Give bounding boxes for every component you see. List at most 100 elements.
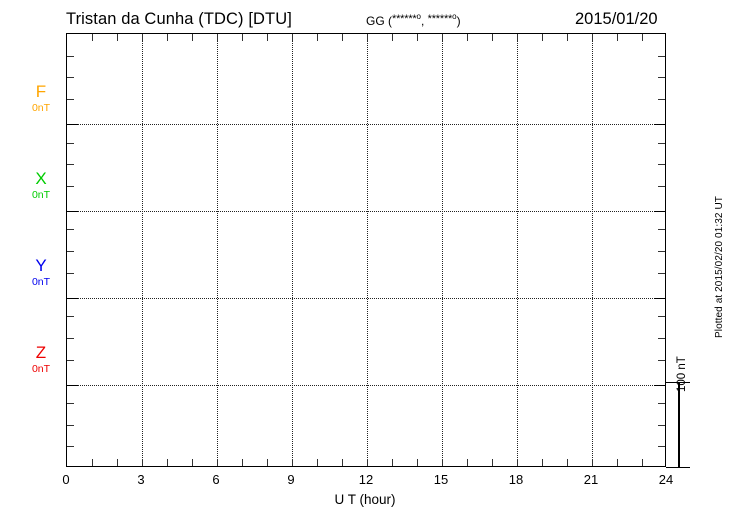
coords-longitude: ****** [427, 13, 453, 25]
component-letter: Y [35, 256, 47, 275]
axis-tick-minor [658, 337, 665, 339]
geographic-coordinates: GG (******o, ******o) [366, 12, 461, 28]
component-baseline-value: 0nT [31, 276, 51, 288]
coords-latitude: ****** [392, 13, 417, 25]
axis-tick-hour [267, 34, 268, 41]
axis-tick-hour [617, 34, 618, 41]
axis-tick-minor [67, 77, 74, 79]
coords-prefix: GG [366, 14, 385, 28]
axis-tick-hour [292, 34, 293, 41]
x-axis-tick-label: 12 [358, 472, 374, 487]
axis-tick-major [67, 124, 78, 125]
coords-latitude-degree: o [416, 12, 421, 21]
observation-date: 2015/01/20 [575, 10, 658, 28]
plot-inner [67, 34, 665, 466]
x-axis-title: U T (hour) [334, 492, 396, 507]
component-baseline-value: 0nT [31, 102, 51, 114]
axis-tick-hour [117, 34, 118, 41]
axis-tick-hour [242, 34, 243, 41]
axis-tick-hour [342, 459, 343, 466]
plot-area [66, 33, 666, 467]
axis-tick-hour [492, 34, 493, 41]
axis-tick-hour [142, 459, 143, 466]
axis-tick-minor [67, 337, 74, 339]
axis-tick-minor [658, 424, 665, 426]
baseline-z [67, 385, 665, 386]
x-axis-tick-label: 3 [137, 472, 145, 487]
axis-tick-hour [442, 459, 443, 466]
axis-tick-hour [142, 34, 143, 41]
axis-tick-hour [267, 459, 268, 466]
axis-tick-major [67, 298, 78, 299]
axis-tick-hour [192, 459, 193, 466]
axis-tick-minor [67, 185, 74, 187]
axis-tick-hour [617, 459, 618, 466]
axis-tick-hour [117, 459, 118, 466]
axis-tick-minor [658, 251, 665, 252]
axis-tick-hour [592, 34, 593, 41]
grid-line-vertical [592, 34, 593, 466]
x-axis-tick-label: 21 [583, 472, 599, 487]
axis-tick-minor [67, 359, 74, 361]
axis-tick-minor [67, 99, 74, 101]
grid-line-vertical [517, 34, 518, 466]
component-letter: Z [35, 343, 47, 362]
x-axis-tick-label: 0 [62, 472, 70, 487]
axis-tick-hour [92, 34, 93, 41]
component-label-x: X 0nT [18, 170, 64, 201]
axis-tick-hour [92, 459, 93, 466]
axis-tick-hour [542, 459, 543, 466]
axis-tick-hour [467, 34, 468, 41]
axis-tick-hour [392, 459, 393, 466]
baseline-y [67, 298, 665, 299]
scale-bar [678, 382, 680, 468]
x-axis-tick-label: 6 [212, 472, 220, 487]
axis-tick-minor [67, 446, 74, 448]
baseline-f [67, 124, 665, 125]
axis-tick-hour [642, 34, 643, 41]
axis-tick-minor [658, 229, 665, 231]
axis-tick-hour [492, 459, 493, 466]
axis-tick-hour [417, 459, 418, 466]
axis-tick-hour [192, 34, 193, 41]
x-axis-tick-label: 15 [433, 472, 449, 487]
axis-tick-hour [417, 34, 418, 41]
component-baseline-value: 0nT [31, 363, 51, 375]
grid-line-vertical [442, 34, 443, 466]
axis-tick-hour [567, 459, 568, 466]
x-axis-tick-label: 18 [508, 472, 524, 487]
axis-tick-minor [67, 164, 74, 166]
component-label-f: F 0nT [18, 83, 64, 114]
axis-tick-minor [658, 359, 665, 361]
coords-longitude-degree: o [452, 12, 457, 21]
grid-line-vertical [292, 34, 293, 466]
axis-tick-hour [242, 459, 243, 466]
scale-bar-bottom-cap [666, 467, 690, 468]
axis-tick-minor [67, 142, 74, 144]
axis-tick-minor [67, 272, 74, 274]
axis-tick-major [654, 211, 665, 212]
grid-line-vertical [367, 34, 368, 466]
axis-tick-hour [167, 34, 168, 41]
axis-tick-major [654, 298, 665, 299]
axis-tick-minor [658, 402, 665, 404]
component-baseline-value: 0nT [31, 189, 51, 201]
axis-tick-hour [567, 34, 568, 41]
axis-tick-minor [658, 316, 665, 318]
axis-tick-major [67, 211, 78, 212]
axis-tick-hour [217, 459, 218, 466]
grid-line-vertical [217, 34, 218, 466]
scale-bar-top-cap [666, 382, 690, 383]
component-letter: F [35, 82, 47, 101]
axis-tick-hour [367, 459, 368, 466]
axis-tick-minor [658, 446, 665, 448]
axis-tick-minor [67, 402, 74, 404]
axis-tick-minor [67, 229, 74, 231]
grid-line-vertical [142, 34, 143, 466]
axis-tick-minor [658, 99, 665, 101]
axis-tick-minor [658, 185, 665, 187]
axis-tick-hour [442, 34, 443, 41]
axis-tick-hour [342, 34, 343, 41]
plotted-at-stamp: Plotted at 2015/02/20 01:32 UT [714, 196, 725, 338]
